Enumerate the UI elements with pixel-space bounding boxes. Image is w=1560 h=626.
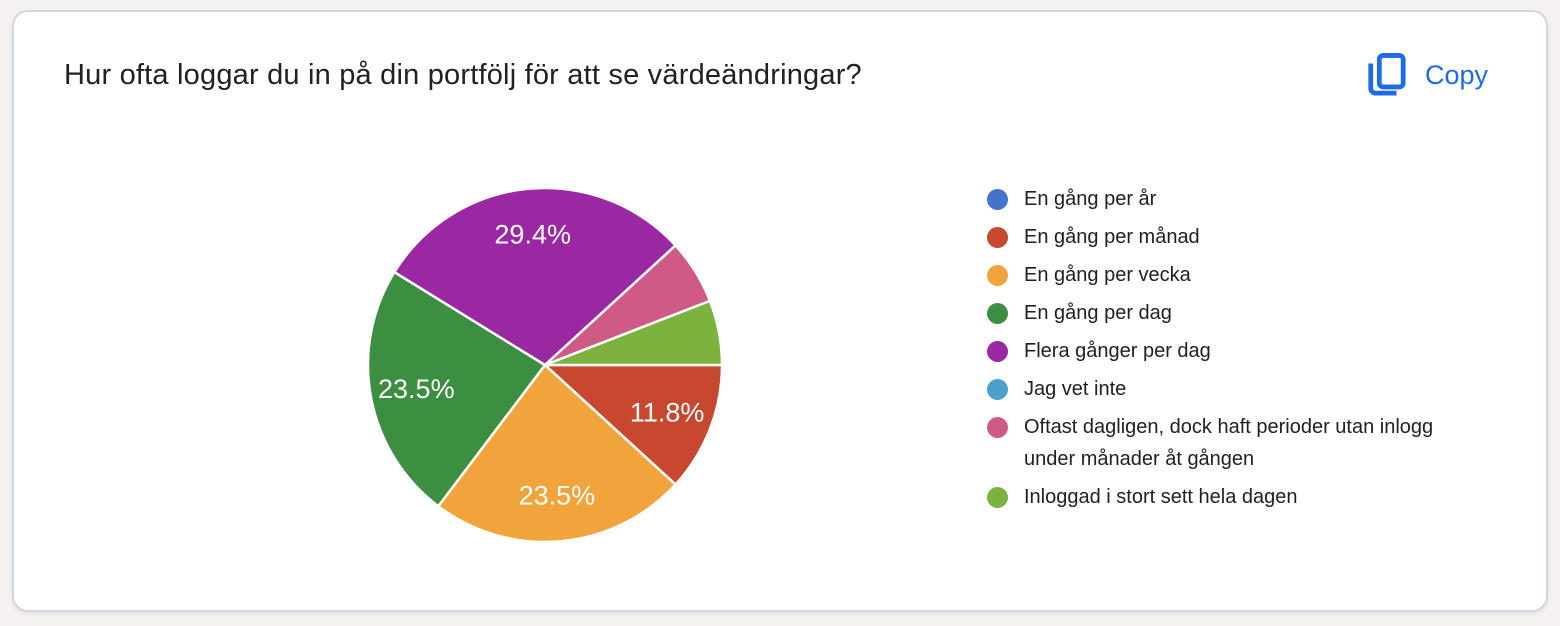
copy-button[interactable]: Copy xyxy=(1359,48,1494,102)
legend-color-dot xyxy=(987,189,1008,210)
chart-legend: En gång per år En gång per månad En gång p… xyxy=(987,183,1459,519)
legend-item: Oftast dagligen, dock haft perioder utan… xyxy=(987,411,1459,475)
legend-label: Oftast dagligen, dock haft perioder utan… xyxy=(1024,416,1434,470)
legend-label: Flera gånger per dag xyxy=(1024,340,1211,362)
copy-icon xyxy=(1368,53,1406,96)
pie-chart: 11.8% 23.5% 23.5% 29.4% xyxy=(366,186,724,544)
legend-item: Inloggad i stort sett hela dagen xyxy=(987,481,1459,513)
legend-label: En gång per månad xyxy=(1024,226,1200,248)
legend-color-dot xyxy=(987,379,1008,400)
legend-color-dot xyxy=(987,227,1008,248)
legend-item: Jag vet inte xyxy=(987,373,1459,405)
legend-label: En gång per år xyxy=(1024,188,1157,210)
legend-label: Jag vet inte xyxy=(1024,378,1127,400)
copy-button-label: Copy xyxy=(1424,60,1488,90)
legend-item: En gång per månad xyxy=(987,221,1459,253)
legend-item: En gång per år xyxy=(987,183,1459,215)
legend-label: En gång per dag xyxy=(1024,302,1172,324)
pie-slice xyxy=(393,186,677,367)
legend-item: En gång per dag xyxy=(987,297,1459,329)
legend-color-dot xyxy=(987,303,1008,324)
question-title: Hur ofta loggar du in på din portfölj fö… xyxy=(64,59,862,91)
legend-label: En gång per vecka xyxy=(1024,264,1191,286)
pie-slice-label: 11.8% xyxy=(630,398,705,428)
legend-color-dot xyxy=(987,265,1008,286)
legend-color-dot xyxy=(987,341,1008,362)
pie-slice-label: 29.4% xyxy=(494,220,571,250)
legend-item: En gång per vecka xyxy=(987,259,1459,291)
question-card: Hur ofta loggar du in på din portfölj fö… xyxy=(12,10,1548,612)
legend-item: Flera gånger per dag xyxy=(987,335,1459,367)
legend-color-dot xyxy=(987,487,1008,508)
pie-slice-label: 23.5% xyxy=(378,374,455,404)
pie-slice xyxy=(437,363,677,544)
pie-slice-label: 23.5% xyxy=(519,480,596,510)
legend-color-dot xyxy=(987,417,1008,438)
legend-label: Inloggad i stort sett hela dagen xyxy=(1024,486,1298,508)
pie-slice xyxy=(543,299,724,367)
pie-slice xyxy=(543,363,724,486)
pie-slice xyxy=(366,270,547,508)
